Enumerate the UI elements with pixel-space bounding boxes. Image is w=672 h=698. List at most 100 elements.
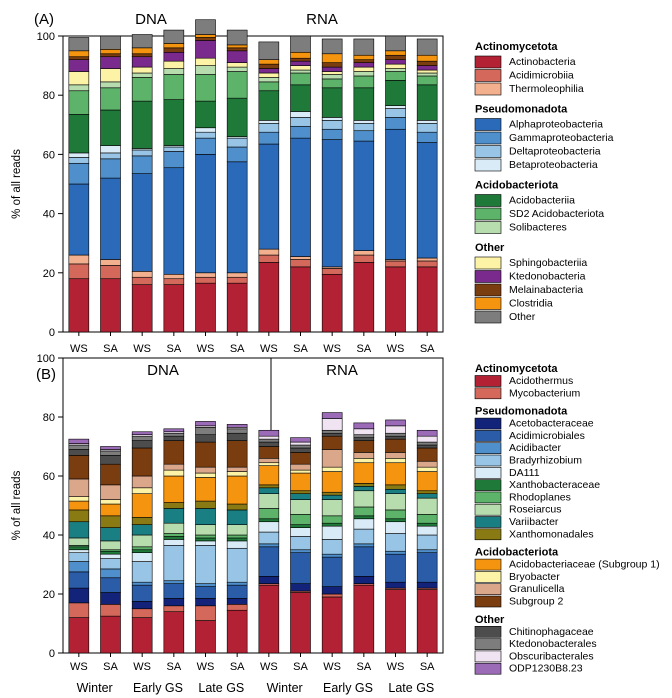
bar-segment [100,527,121,542]
bar-segment [163,273,185,280]
bar-segment [226,440,248,468]
bar-segment [195,583,216,587]
bar-segment [290,499,311,515]
bar-segment [163,508,185,524]
bar-segment [353,59,375,63]
season-label: Winter [77,681,113,695]
bar-segment [226,509,248,525]
bar-segment [385,484,406,490]
legend-swatch [474,270,502,283]
bar-segment [68,59,90,72]
bar-segment [195,620,216,654]
bar-segment [258,254,280,263]
bar-segment [353,75,375,89]
bar-segment [385,553,406,583]
bar-segment [353,518,375,530]
bar-segment [226,581,248,586]
bar-segment [195,137,216,155]
bar-segment [290,490,311,494]
bar-segment [163,29,185,44]
bar-segment [195,154,216,274]
bar-segment [416,257,438,262]
legend-swatch [474,417,502,430]
bar-segment [290,583,311,592]
bar-segment [258,120,280,124]
bar-segment [290,137,311,257]
legend-swatch [474,158,502,172]
legend-label: Variibacter [509,516,559,528]
x-tick-label: WS [133,661,151,673]
bar-segment [163,51,185,62]
bar-segment [68,549,90,554]
bar-segment [385,108,406,118]
bar-segment [131,617,153,654]
x-tick-label: SA [166,661,181,673]
x-tick-label: WS [133,343,151,355]
bar-segment [353,262,375,333]
bar-segment [163,68,185,75]
bar-segment [163,151,185,169]
bar-segment [321,128,343,140]
bar-segment [68,444,90,450]
y-tick-label: 20 [43,589,55,601]
legend-heading: Actinomycetota [475,41,558,53]
x-tick-label: WS [70,343,88,355]
bar-segment [100,53,121,58]
bar-segment [385,462,406,486]
bar-segment [131,149,153,157]
bar-segment [290,447,311,453]
bar-segment [385,533,406,552]
bar-segment [321,556,343,587]
legend-swatch [474,503,502,516]
bar-segment [131,552,153,562]
bar-segment [385,509,406,520]
bar-segment [131,271,153,278]
bar-segment [131,47,153,55]
bar-segment [353,123,375,132]
bar-segment [290,472,311,492]
bar-segment [290,514,311,525]
x-tick-label: SA [293,661,308,673]
bar-segment [226,272,248,278]
season-label: Early GS [133,681,183,695]
bar-segment [290,592,311,654]
bar-segment [131,431,153,435]
bar-segment [321,449,343,468]
bar-segment [195,545,216,584]
bar-segment [258,72,280,78]
bar-segment [131,534,153,548]
bar-segment [290,444,311,449]
bar-segment [385,266,406,333]
bar-segment [131,53,153,58]
x-tick-label: WS [387,661,405,673]
bar-segment [163,167,185,275]
bar-segment [100,568,121,579]
y-tick-label: 100 [37,353,55,365]
bar-segment [131,549,153,554]
legend-label: Chitinophagaceae [509,626,594,638]
y-tick-label: 0 [49,648,55,660]
bar-segment [131,56,153,68]
legend-swatch [474,131,502,145]
legend-label: Melainabacteria [509,284,583,296]
bar-segment [131,608,153,618]
legend-swatch [474,466,502,479]
bar-segment [258,441,280,447]
bar-segment [258,484,280,489]
bar-segment [353,87,375,121]
bar-segment [416,266,438,333]
bar-segment [290,259,311,268]
bar-segment [226,71,248,99]
legend-label: Acidimicrobiales [509,430,585,442]
bar-segment [163,74,185,100]
legend-label: Ktedonobacterales [509,638,597,650]
bar-segment [100,259,121,266]
bar-segment [353,506,375,517]
y-tick-label: 80 [43,412,55,424]
legend-swatch [474,55,502,69]
bar-segment [385,457,406,464]
bar-segment [353,428,375,435]
bar-segment [416,447,438,462]
bar-segment [416,581,438,589]
legend-heading: Acidobacteriota [475,180,559,192]
